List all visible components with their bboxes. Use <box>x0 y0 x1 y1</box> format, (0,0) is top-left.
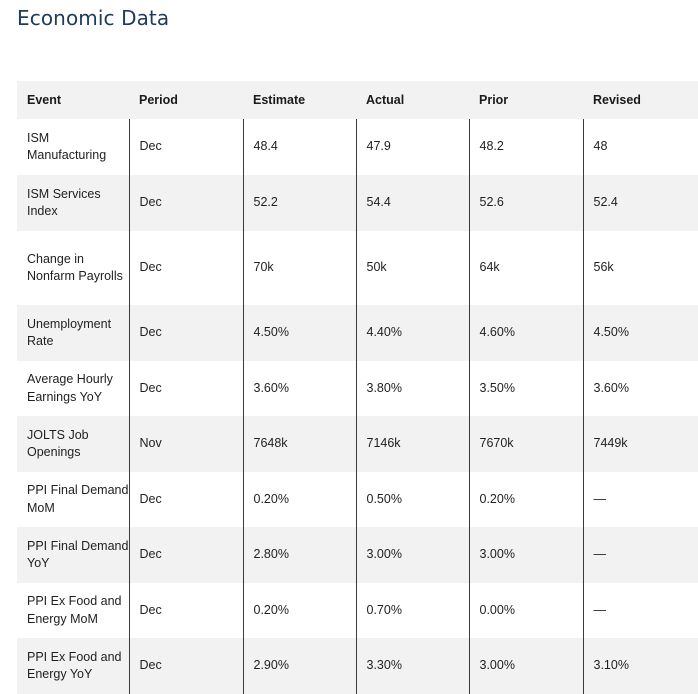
cell-prior: 7670k <box>468 416 583 472</box>
column-header-revised: Revised <box>593 93 641 107</box>
cell-actual: 7146k <box>355 416 469 472</box>
cell-estimate: 2.80% <box>242 527 356 583</box>
cell-prior: 3.50% <box>468 361 583 416</box>
cell-actual: 47.9 <box>355 119 469 175</box>
cell-event: Unemployment Rate <box>27 316 112 349</box>
cell-revised: — <box>582 583 698 638</box>
cell-actual: 54.4 <box>355 175 469 231</box>
cell-period: Dec <box>128 305 243 361</box>
table-row: PPI Final Demand MoM Dec 0.20% 0.50% 0.2… <box>17 472 698 527</box>
table-row: ISM Services Index Dec 52.2 54.4 52.6 52… <box>17 175 698 231</box>
cell-period: Dec <box>128 119 243 175</box>
cell-period: Dec <box>128 583 243 638</box>
table-header: Event Period Estimate Actual Prior Revis… <box>17 81 698 119</box>
cell-revised: 3.60% <box>582 361 698 416</box>
table-row: PPI Ex Food and Energy MoM Dec 0.20% 0.7… <box>17 583 698 638</box>
cell-period: Nov <box>128 416 243 472</box>
table-row: PPI Final Demand YoY Dec 2.80% 3.00% 3.0… <box>17 527 698 583</box>
cell-prior: 64k <box>468 231 583 305</box>
column-header-period: Period <box>139 93 178 107</box>
cell-actual: 50k <box>355 231 469 305</box>
table-body: ISM Manufacturing Dec 48.4 47.9 48.2 48 … <box>17 119 698 694</box>
cell-period: Dec <box>128 527 243 583</box>
cell-revised: 56k <box>582 231 698 305</box>
cell-revised: — <box>582 472 698 527</box>
cell-estimate: 2.90% <box>242 638 356 694</box>
cell-prior: 0.00% <box>468 583 583 638</box>
cell-estimate: 0.20% <box>242 472 356 527</box>
table-row: PPI Ex Food and Energy YoY Dec 2.90% 3.3… <box>17 638 698 694</box>
cell-event: Change in Nonfarm Payrolls <box>27 251 123 284</box>
column-header-actual: Actual <box>366 93 405 107</box>
cell-estimate: 7648k <box>242 416 356 472</box>
cell-estimate: 48.4 <box>242 119 356 175</box>
cell-period: Dec <box>128 231 243 305</box>
cell-prior: 48.2 <box>468 119 583 175</box>
column-header-estimate: Estimate <box>253 93 306 107</box>
cell-revised: 4.50% <box>582 305 698 361</box>
cell-event: PPI Final Demand MoM <box>27 483 129 515</box>
cell-period: Dec <box>128 361 243 416</box>
cell-actual: 0.70% <box>355 583 469 638</box>
cell-revised: 7449k <box>582 416 698 472</box>
cell-event: PPI Final Demand YoY <box>27 538 129 571</box>
economic-data-table: Event Period Estimate Actual Prior Revis… <box>17 81 698 694</box>
cell-actual: 3.00% <box>355 527 469 583</box>
cell-period: Dec <box>128 472 243 527</box>
cell-revised: — <box>582 527 698 583</box>
cell-actual: 4.40% <box>355 305 469 361</box>
cell-revised: 52.4 <box>582 175 698 231</box>
cell-actual: 0.50% <box>355 472 469 527</box>
cell-actual: 3.80% <box>355 361 469 416</box>
column-header-event: Event <box>27 93 62 107</box>
cell-event: PPI Ex Food and Energy MoM <box>27 594 122 626</box>
cell-period: Dec <box>128 175 243 231</box>
cell-prior: 52.6 <box>468 175 583 231</box>
cell-prior: 0.20% <box>468 472 583 527</box>
cell-revised: 3.10% <box>582 638 698 694</box>
cell-event: ISM Manufacturing <box>27 130 107 163</box>
cell-estimate: 52.2 <box>242 175 356 231</box>
table-row: JOLTS Job Openings Nov 7648k 7146k 7670k… <box>17 416 698 472</box>
cell-event: PPI Ex Food and Energy YoY <box>27 649 122 682</box>
cell-event: JOLTS Job Openings <box>27 427 89 460</box>
cell-revised: 48 <box>582 119 698 175</box>
cell-event: ISM Services Index <box>27 186 101 219</box>
cell-actual: 3.30% <box>355 638 469 694</box>
cell-estimate: 4.50% <box>242 305 356 361</box>
table-row: Change in Nonfarm Payrolls Dec 70k 50k 6… <box>17 231 698 305</box>
cell-estimate: 3.60% <box>242 361 356 416</box>
table-row: Unemployment Rate Dec 4.50% 4.40% 4.60% … <box>17 305 698 361</box>
cell-estimate: 70k <box>242 231 356 305</box>
cell-period: Dec <box>128 638 243 694</box>
header-row: Event Period Estimate Actual Prior Revis… <box>17 81 698 119</box>
cell-event: Average Hourly Earnings YoY <box>27 372 113 404</box>
cell-prior: 3.00% <box>468 527 583 583</box>
column-header-prior: Prior <box>479 93 509 107</box>
page-title: Economic Data <box>17 6 170 30</box>
table-row: Average Hourly Earnings YoY Dec 3.60% 3.… <box>17 361 698 416</box>
cell-estimate: 0.20% <box>242 583 356 638</box>
table-row: ISM Manufacturing Dec 48.4 47.9 48.2 48 <box>17 119 698 175</box>
cell-prior: 4.60% <box>468 305 583 361</box>
cell-prior: 3.00% <box>468 638 583 694</box>
